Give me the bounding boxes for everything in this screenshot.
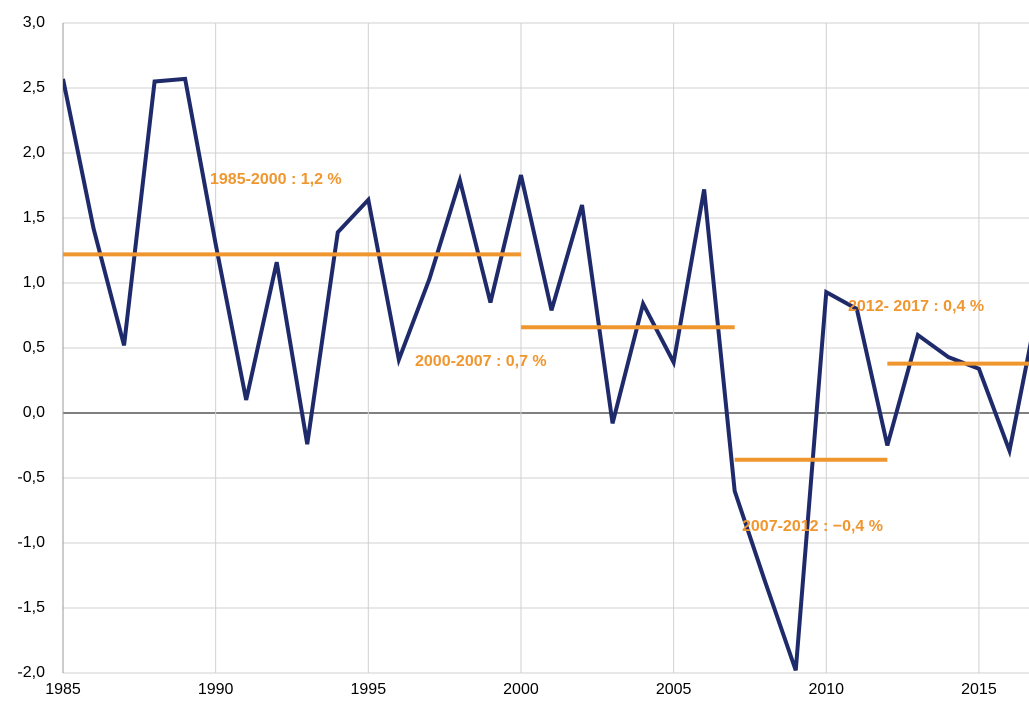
y-tick-label: 3,0 — [23, 14, 45, 31]
x-tick-label: 2010 — [808, 681, 844, 698]
y-tick-label: -1,5 — [17, 599, 45, 616]
y-tick-label: -1,0 — [17, 534, 45, 551]
x-tick-label: 2005 — [656, 681, 692, 698]
data-line — [63, 76, 1029, 672]
average-label: 2000-2007 : 0,7 % — [415, 353, 547, 370]
y-tick-label: 0,0 — [23, 404, 45, 421]
average-label: 2007-2012 : −0,4 % — [742, 518, 883, 535]
y-tick-label: 0,5 — [23, 339, 45, 356]
x-tick-label: 1985 — [45, 681, 81, 698]
y-tick-label: 2,5 — [23, 79, 45, 96]
x-tick-label: 2000 — [503, 681, 539, 698]
y-tick-label: -0,5 — [17, 469, 45, 486]
y-tick-label: 1,0 — [23, 274, 45, 291]
average-label: 2012- 2017 : 0,4 % — [848, 298, 984, 315]
y-tick-label: 2,0 — [23, 144, 45, 161]
x-tick-label: 1990 — [198, 681, 234, 698]
y-tick-label: -2,0 — [17, 664, 45, 681]
x-tick-label: 1995 — [351, 681, 387, 698]
average-label: 1985-2000 : 1,2 % — [210, 171, 342, 188]
x-tick-label: 2015 — [961, 681, 997, 698]
y-tick-label: 1,5 — [23, 209, 45, 226]
